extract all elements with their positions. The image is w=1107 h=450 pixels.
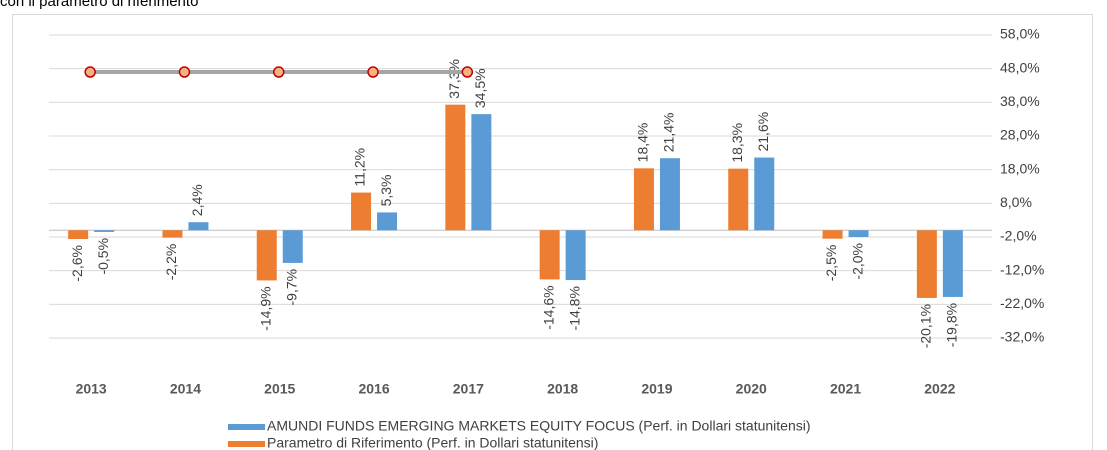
bar bbox=[445, 104, 466, 231]
data-label: -2,6% bbox=[69, 245, 85, 282]
legend-swatch bbox=[228, 424, 265, 430]
y-tick-label: -22,0% bbox=[1000, 295, 1044, 311]
bar bbox=[754, 157, 775, 231]
data-label: -0,5% bbox=[95, 238, 111, 275]
x-tick-label: 2021 bbox=[830, 381, 861, 397]
data-label: -19,8% bbox=[944, 303, 960, 347]
x-tick-label: 2016 bbox=[358, 381, 389, 397]
x-tick-label: 2020 bbox=[736, 381, 767, 397]
y-tick-label: 28,0% bbox=[1000, 127, 1040, 143]
bar bbox=[256, 230, 277, 281]
bar bbox=[822, 230, 843, 239]
chart-border bbox=[12, 14, 1093, 450]
x-tick-label: 2017 bbox=[453, 381, 484, 397]
bar bbox=[377, 212, 398, 231]
x-tick-label: 2022 bbox=[924, 381, 955, 397]
legend-swatch bbox=[228, 441, 265, 447]
legend-label: AMUNDI FUNDS EMERGING MARKETS EQUITY FOC… bbox=[267, 418, 811, 434]
bar bbox=[94, 230, 115, 232]
data-label: -2,5% bbox=[823, 245, 839, 282]
y-tick-label: 38,0% bbox=[1000, 93, 1040, 109]
bar bbox=[633, 168, 654, 231]
data-label: 11,2% bbox=[352, 148, 368, 187]
data-label: 21,6% bbox=[755, 112, 771, 152]
bar bbox=[942, 230, 963, 297]
data-label: -20,1% bbox=[918, 304, 934, 348]
line-marker bbox=[461, 66, 474, 78]
data-label: 37,3% bbox=[446, 59, 462, 99]
bar bbox=[659, 158, 680, 231]
y-tick-label: 18,0% bbox=[1000, 160, 1040, 176]
line-marker bbox=[273, 66, 285, 78]
x-tick-label: 2018 bbox=[547, 381, 578, 397]
data-label: 34,5% bbox=[472, 68, 488, 108]
x-tick-label: 2014 bbox=[170, 381, 201, 397]
line-marker bbox=[367, 66, 379, 78]
y-tick-label: -2,0% bbox=[1000, 228, 1037, 244]
bar bbox=[282, 230, 303, 263]
x-tick-label: 2015 bbox=[264, 381, 295, 397]
bar bbox=[471, 114, 492, 231]
data-label: 18,4% bbox=[635, 123, 651, 163]
y-tick-label: -32,0% bbox=[1000, 329, 1044, 345]
legend-label: Parametro di Riferimento (Perf. in Dolla… bbox=[267, 435, 598, 450]
bar bbox=[162, 230, 183, 238]
data-label: -14,9% bbox=[257, 286, 273, 330]
data-label: 21,4% bbox=[661, 113, 677, 153]
data-label: -14,6% bbox=[540, 285, 556, 329]
x-tick-label: 2013 bbox=[76, 381, 107, 397]
bar bbox=[848, 230, 869, 237]
bar bbox=[728, 168, 749, 231]
data-label: -2,2% bbox=[163, 244, 179, 281]
y-tick-label: -12,0% bbox=[1000, 261, 1044, 277]
y-tick-label: 48,0% bbox=[1000, 59, 1040, 75]
bar bbox=[539, 230, 560, 280]
y-tick-label: 58,0% bbox=[1000, 26, 1040, 42]
chart-title: con il parametro di riferimento bbox=[0, 0, 198, 10]
data-label: 18,3% bbox=[729, 123, 745, 163]
line-marker bbox=[84, 66, 96, 78]
line-marker bbox=[178, 66, 191, 78]
data-label: -9,7% bbox=[283, 269, 299, 306]
bar bbox=[916, 230, 937, 298]
bar bbox=[565, 230, 586, 281]
data-label: -2,0% bbox=[849, 243, 865, 280]
x-tick-label: 2019 bbox=[641, 381, 672, 397]
bar bbox=[351, 192, 372, 231]
data-label: 2,4% bbox=[189, 184, 205, 216]
bar bbox=[68, 230, 89, 240]
data-label: 5,3% bbox=[378, 175, 394, 207]
bar bbox=[188, 222, 209, 231]
y-tick-label: 8,0% bbox=[1000, 194, 1032, 210]
data-label: -14,8% bbox=[566, 286, 582, 330]
